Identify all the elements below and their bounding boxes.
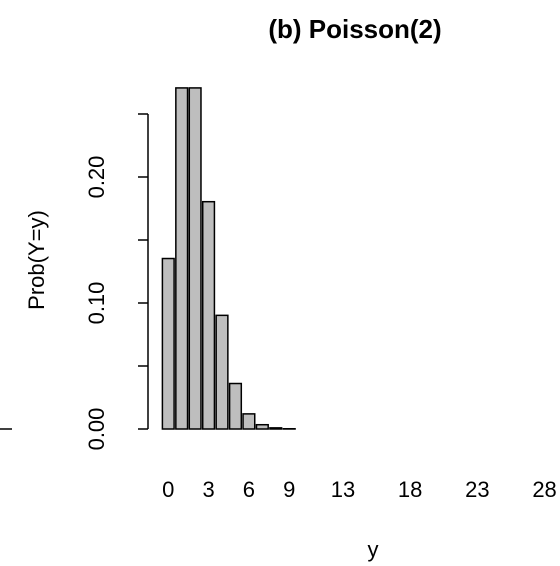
x-tick-label: 0	[162, 477, 174, 502]
bar-y-4	[215, 314, 229, 430]
bars	[161, 87, 296, 430]
x-tick-label: 9	[283, 477, 295, 502]
x-tick-label: 13	[331, 477, 355, 502]
y-tick-label: 0.00	[84, 408, 109, 451]
bar-y-0	[161, 257, 175, 430]
x-tick-label: 3	[202, 477, 214, 502]
x-tick-label: 18	[398, 477, 422, 502]
x-tick-labels: 0 3 6 9 13 18 23 28	[162, 477, 557, 502]
bar-y-7	[255, 423, 269, 430]
bar-y-8	[269, 427, 283, 430]
bar-y-1	[175, 87, 189, 430]
bar-y-5	[228, 382, 243, 430]
y-axis-label: Prob(Y=y)	[24, 210, 49, 310]
bar-y-2	[188, 87, 202, 430]
x-tick-label: 28	[532, 477, 556, 502]
y-tick-label: 0.10	[84, 282, 109, 325]
bar-y-6	[242, 413, 256, 430]
x-axis-label: y	[368, 537, 379, 562]
bar-y-3	[201, 200, 216, 430]
y-axis: 0.00 0.10 0.20	[84, 113, 149, 451]
x-tick-label: 23	[465, 477, 489, 502]
chart-title: (b) Poisson(2)	[268, 14, 441, 44]
x-tick-label: 6	[243, 477, 255, 502]
y-tick-label: 0.20	[84, 156, 109, 199]
